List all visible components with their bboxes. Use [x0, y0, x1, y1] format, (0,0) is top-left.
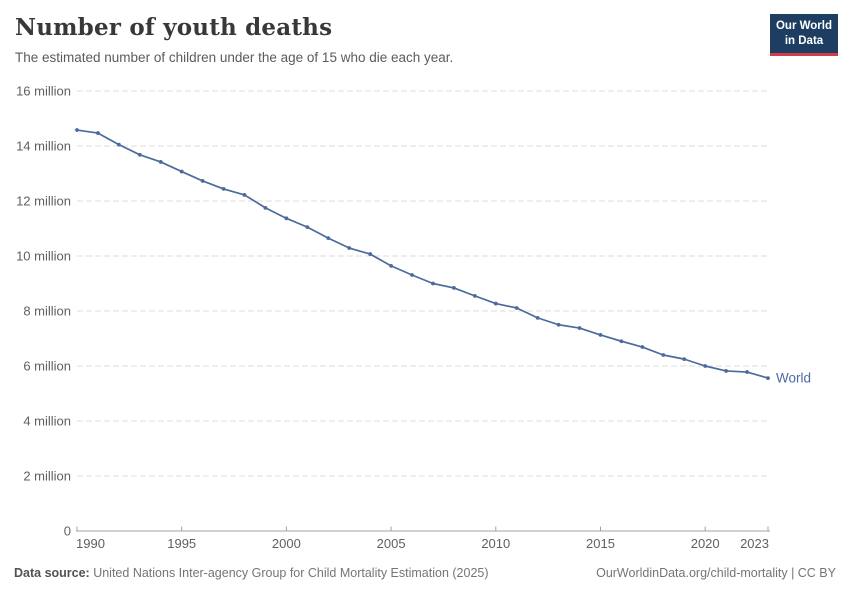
data-point [703, 364, 708, 368]
data-point [724, 369, 729, 373]
chart-footer: Data source: United Nations Inter-agency… [14, 566, 836, 580]
data-point [619, 339, 624, 344]
data-point [514, 306, 519, 310]
data-point [179, 169, 184, 174]
y-axis-tick-label: 0 [64, 524, 71, 539]
owid-logo: Our World in Data [770, 14, 838, 56]
data-point [410, 273, 414, 277]
data-point [158, 160, 163, 164]
data-source-label: Data source: [14, 566, 90, 580]
x-axis-tick-label: 1995 [167, 536, 196, 551]
data-point [682, 357, 687, 362]
y-axis-tick-label: 16 million [16, 84, 71, 99]
series-label-world: World [776, 371, 811, 386]
y-axis-tick-label: 8 million [23, 304, 71, 319]
data-point [368, 252, 373, 256]
owid-logo-line1: Our World [775, 20, 832, 32]
data-point [221, 187, 226, 191]
world-line [76, 129, 769, 379]
data-point [263, 205, 268, 210]
data-point [535, 315, 540, 320]
x-axis-tick-label: 2020 [691, 536, 720, 551]
data-point [116, 142, 121, 147]
data-point [472, 293, 477, 298]
data-point [556, 322, 561, 327]
x-axis-tick-label: 2010 [481, 536, 510, 551]
x-axis-tick-label: 2023 [740, 536, 769, 551]
page-title: Number of youth deaths [15, 14, 333, 41]
y-axis-tick-label: 6 million [23, 359, 71, 374]
data-point [431, 281, 435, 286]
data-point [493, 301, 498, 306]
y-axis-tick-label: 14 million [16, 139, 71, 154]
data-point [347, 246, 352, 250]
data-point [326, 236, 331, 241]
data-point [96, 131, 100, 135]
data-point [305, 225, 310, 230]
y-axis-tick-label: 4 million [23, 414, 71, 429]
x-axis-tick-label: 2000 [272, 536, 301, 551]
data-point [598, 333, 603, 337]
data-source-value: United Nations Inter-agency Group for Ch… [89, 566, 489, 580]
data-source-note: Data source: United Nations Inter-agency… [14, 566, 489, 580]
chart-subtitle: The estimated number of children under t… [15, 50, 454, 65]
data-point [640, 345, 645, 349]
data-point [200, 179, 205, 183]
y-axis-tick-label: 12 million [16, 194, 71, 209]
data-point [661, 353, 666, 357]
owid-logo-line2: in Data [784, 34, 824, 47]
data-point [766, 376, 770, 380]
data-point [577, 326, 582, 330]
y-axis-tick-label: 10 million [16, 249, 71, 264]
data-point [745, 370, 749, 374]
data-point [284, 216, 289, 221]
x-axis-tick-label: 2005 [377, 536, 406, 551]
data-point [137, 152, 142, 157]
x-axis-tick-label: 2015 [586, 536, 615, 551]
owid-link[interactable]: OurWorldinData.org/child-mortality | CC … [596, 566, 836, 580]
data-point [452, 286, 456, 290]
y-axis-tick-label: 2 million [23, 469, 71, 484]
data-point [242, 193, 247, 197]
data-point [389, 264, 393, 268]
data-point [75, 128, 79, 132]
x-axis-tick-label: 1990 [76, 536, 105, 551]
chart-header: Number of youth deaths The estimated num… [15, 14, 750, 65]
